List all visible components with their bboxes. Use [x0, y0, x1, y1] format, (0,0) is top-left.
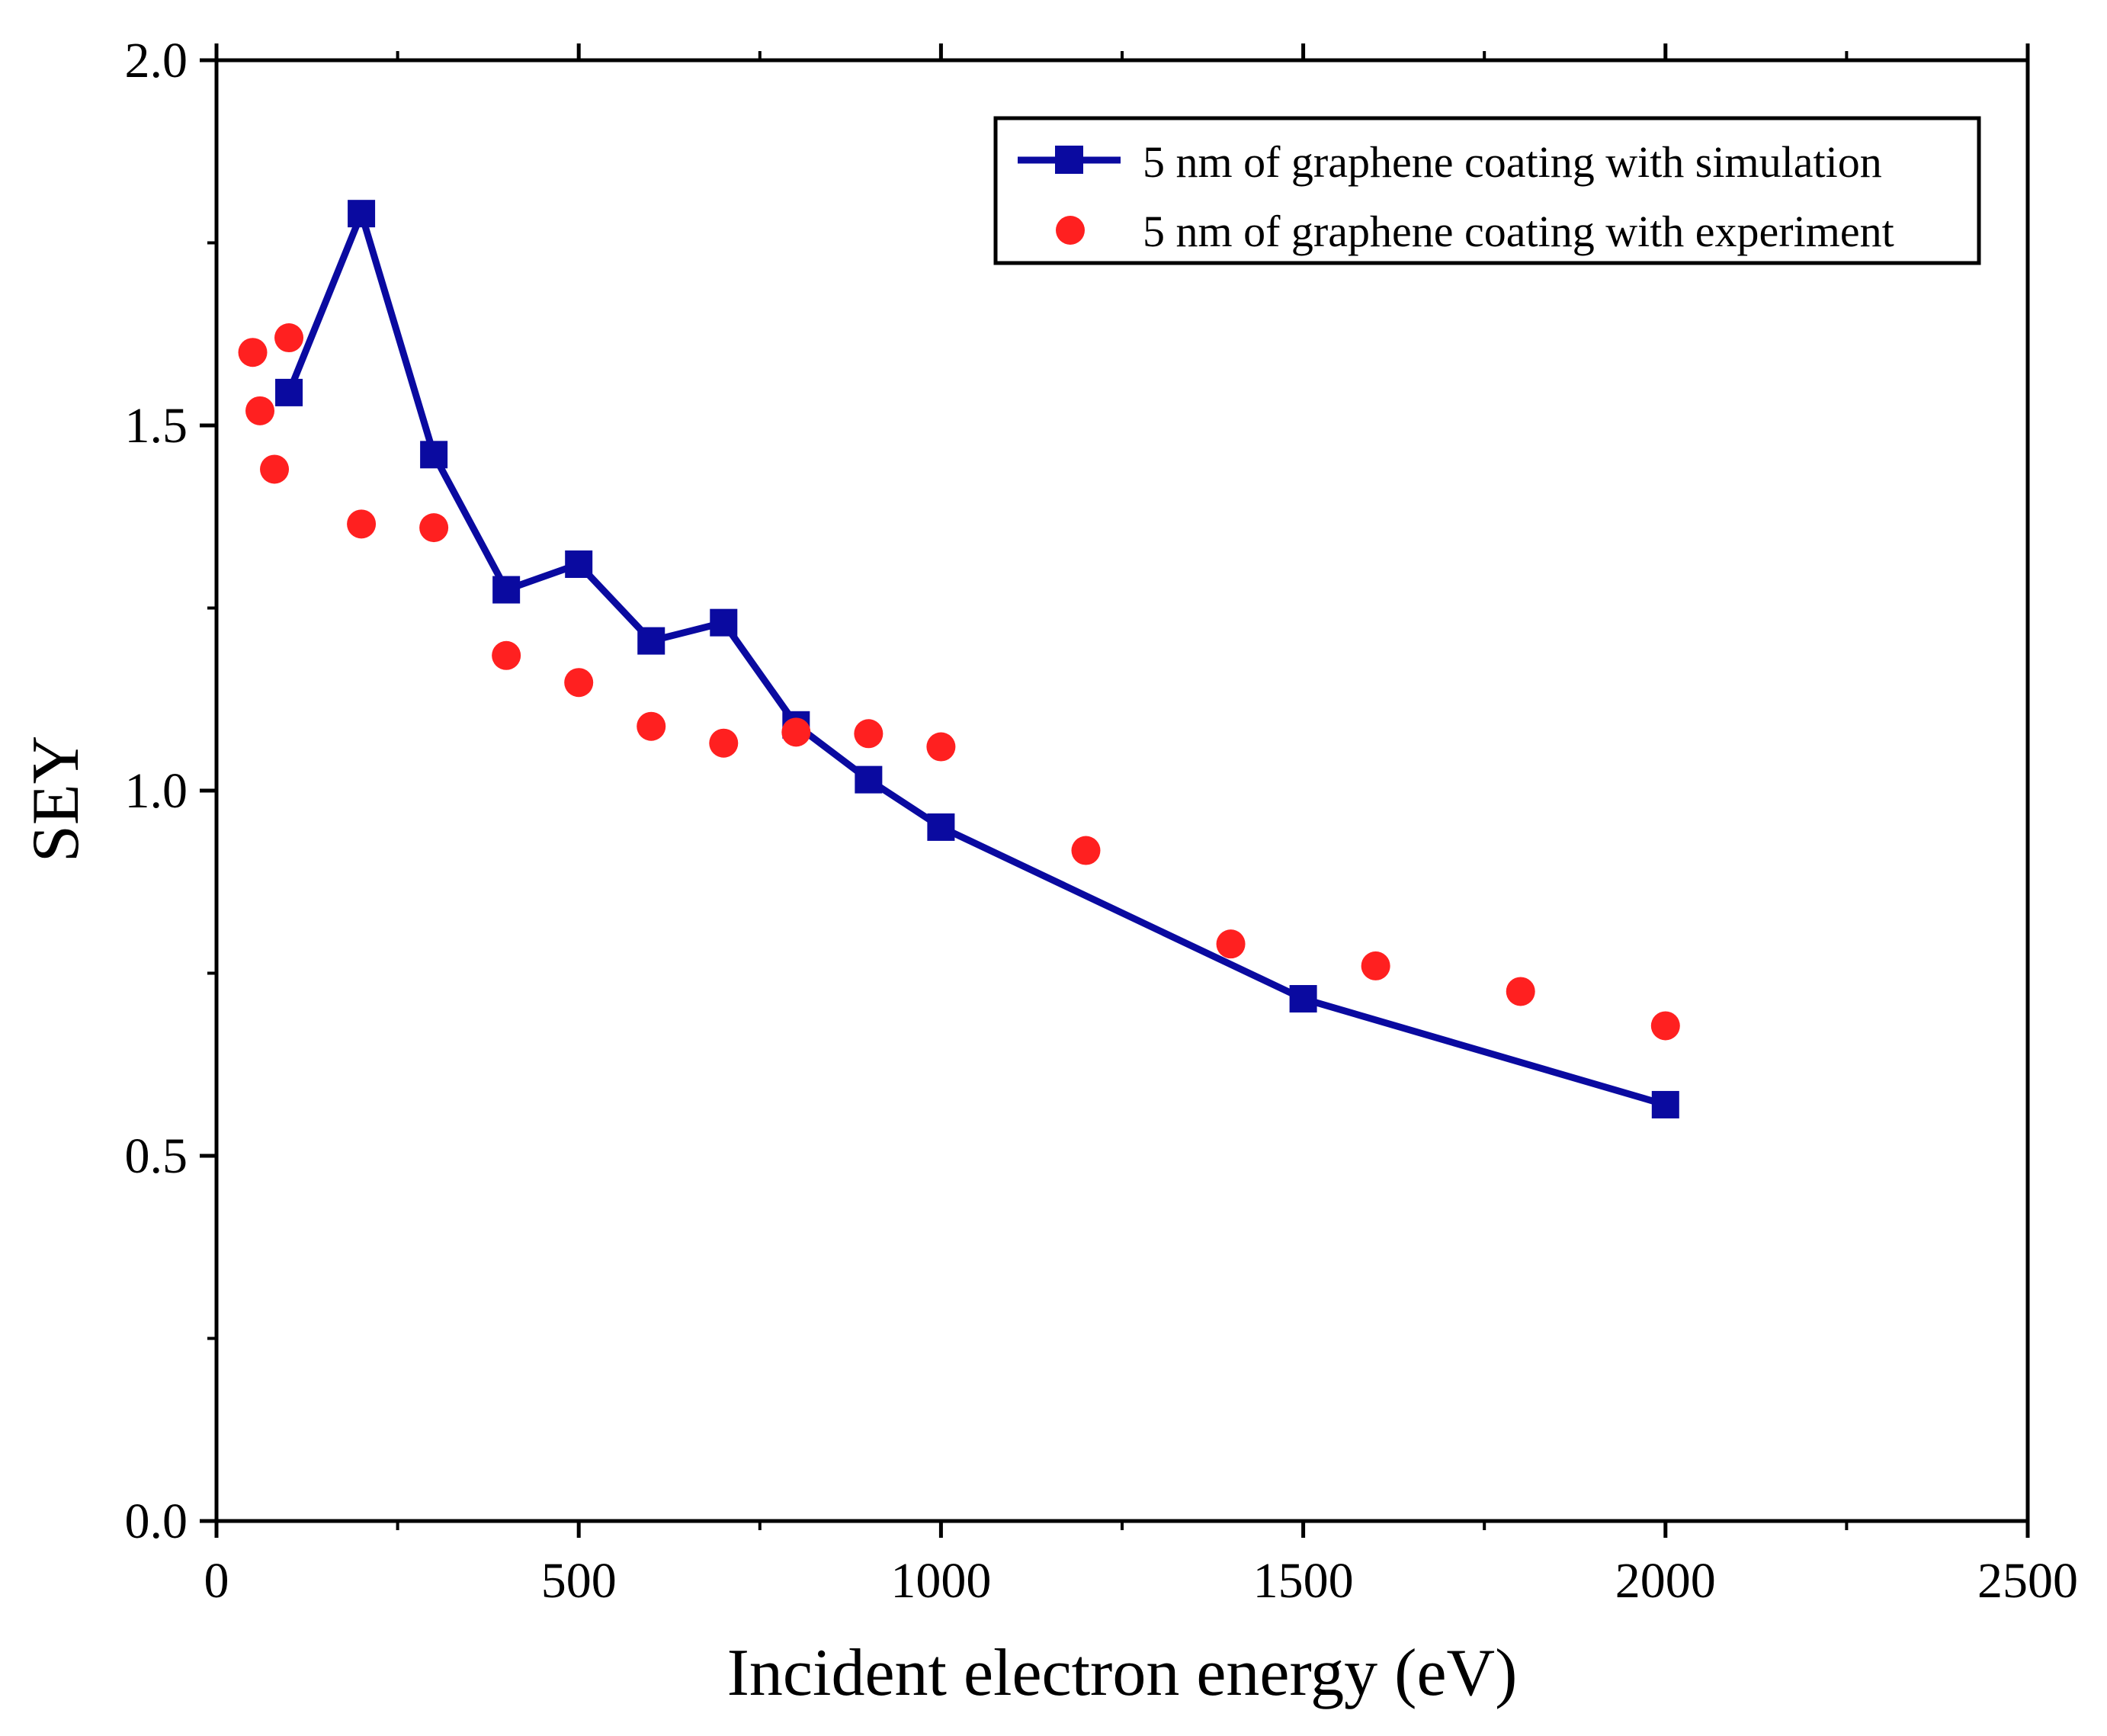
simulation-point — [710, 608, 738, 637]
experiment-point — [419, 513, 449, 543]
simulation-point — [420, 441, 448, 469]
experiment-point — [347, 509, 377, 539]
legend: 5 nm of graphene coating with simulation… — [993, 116, 1981, 265]
experiment-point — [781, 717, 811, 747]
experiment-point — [1361, 951, 1390, 980]
legend-experiment-marker — [1056, 216, 1085, 245]
experiment-point — [1216, 929, 1246, 959]
x-axis-title: Incident electron energy (eV) — [727, 1636, 1518, 1710]
y-axis-tick-labels: 0.0 0.5 1.0 1.5 2.0 — [125, 33, 188, 1549]
y-axis-title: SEY — [19, 736, 93, 862]
legend-simulation-label: 5 nm of graphene coating with simulation — [1143, 137, 1882, 187]
simulation-line — [285, 203, 1667, 1109]
experiment-point — [245, 396, 275, 425]
experiment-point — [492, 640, 521, 670]
x-tick-label: 500 — [541, 1553, 617, 1609]
x-tick-label: 2000 — [1615, 1553, 1716, 1609]
y-tick-label: 0.0 — [125, 1494, 188, 1549]
experiment-point — [637, 711, 666, 741]
experiment-point — [709, 728, 739, 758]
simulation-point — [492, 576, 521, 604]
simulation-point — [927, 813, 955, 841]
simulation-point — [348, 200, 376, 228]
x-tick-label: 2500 — [1977, 1553, 2078, 1609]
experiment-point — [564, 668, 594, 698]
simulation-point — [1651, 1090, 1679, 1118]
simulation-point — [855, 765, 883, 794]
experiment-point — [1506, 977, 1535, 1006]
y-tick-label: 1.0 — [125, 763, 188, 819]
experiment-point — [1071, 836, 1101, 865]
experiment-point — [854, 719, 884, 749]
x-tick-label: 1000 — [890, 1553, 991, 1609]
experiment-point — [238, 338, 268, 367]
series-simulation — [275, 200, 1679, 1118]
x-axis-tick-labels: 0 500 1000 1500 2000 2500 — [204, 1553, 2079, 1609]
series-layer — [238, 200, 1680, 1118]
legend-simulation-marker — [1055, 146, 1083, 174]
simulation-point — [637, 627, 665, 655]
series-experiment — [238, 323, 1680, 1041]
simulation-point — [1289, 985, 1317, 1013]
x-axis-ticks — [214, 43, 2030, 1538]
experiment-point — [260, 454, 290, 484]
simulation-point — [565, 550, 593, 579]
x-tick-label: 1500 — [1253, 1553, 1354, 1609]
y-tick-label: 2.0 — [125, 33, 188, 88]
x-tick-label: 0 — [204, 1553, 229, 1609]
experiment-point — [926, 732, 956, 762]
y-axis-ticks — [200, 58, 216, 1523]
y-tick-label: 1.5 — [125, 398, 188, 454]
legend-experiment-label: 5 nm of graphene coating with experiment — [1143, 207, 1894, 256]
simulation-point — [275, 378, 303, 406]
minor-ticks — [207, 51, 1849, 1530]
experiment-point — [274, 323, 304, 353]
experiment-point — [1650, 1011, 1680, 1041]
y-tick-label: 0.5 — [125, 1128, 188, 1184]
legend-box — [993, 116, 1981, 265]
